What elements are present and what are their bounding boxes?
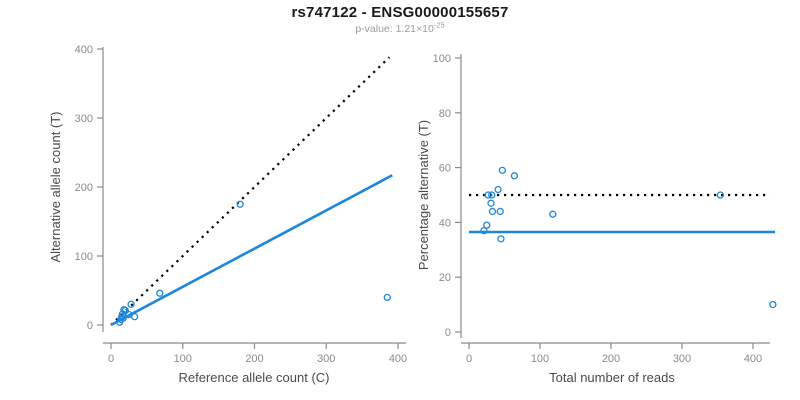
data-point — [494, 185, 502, 194]
data-point — [487, 199, 495, 207]
page-title: rs747122 - ENSG00000155657 — [291, 4, 509, 21]
x-tick-label: 200 — [245, 353, 263, 365]
x-axis-title: Total number of reads — [549, 370, 675, 385]
figure-header: rs747122 - ENSG00000155657 p-value: 1.21… — [0, 4, 800, 35]
data-point — [131, 313, 139, 321]
p-value-subtitle: p-value: 1.21×10-25 — [0, 20, 800, 35]
data-point — [480, 226, 488, 235]
data-point — [383, 293, 391, 302]
x-axis-title: Reference allele count (C) — [178, 370, 329, 385]
x-tick-label: 100 — [531, 353, 549, 365]
x-tick-label: 300 — [673, 353, 691, 365]
data-point — [119, 314, 127, 322]
data-point — [121, 306, 129, 315]
identity-line — [110, 56, 391, 326]
allele-counts-scatter: 0 100 200 300 400 0 100 200 300 400 Reference alle… — [48, 44, 407, 385]
y-tick-label: 20 — [439, 272, 451, 284]
data-point — [483, 221, 491, 229]
y-tick-label: 80 — [439, 108, 451, 120]
p-value-exponent: -25 — [433, 20, 445, 30]
x-tick-label: 0 — [466, 353, 472, 365]
x-tick-label: 300 — [317, 353, 335, 365]
y-axis-title: Alternative allele count (T) — [48, 111, 63, 262]
x-tick-label: 400 — [389, 353, 407, 365]
data-point — [498, 166, 507, 174]
data-point — [127, 300, 135, 308]
data-point — [488, 191, 496, 199]
x-tick-label: 200 — [602, 353, 620, 365]
data-point — [716, 191, 724, 199]
y-tick-label: 200 — [75, 182, 93, 194]
data-point — [549, 210, 557, 218]
y-tick-label: 100 — [75, 251, 93, 263]
data-point — [769, 300, 777, 309]
y-tick-label: 400 — [75, 44, 93, 56]
data-point — [496, 207, 504, 216]
y-axis-title: Percentage alternative (T) — [416, 120, 431, 270]
x-tick-label: 100 — [174, 353, 192, 365]
y-tick-label: 100 — [433, 53, 451, 65]
x-tick-label: 0 — [108, 353, 114, 365]
fit-line — [110, 174, 393, 327]
y-tick-label: 40 — [439, 217, 451, 229]
y-tick-label: 300 — [75, 113, 93, 125]
data-point — [484, 191, 492, 199]
y-tick-label: 0 — [87, 320, 93, 332]
y-tick-label: 0 — [445, 327, 451, 339]
y-tick-label: 60 — [439, 163, 451, 175]
data-point — [497, 235, 505, 243]
p-value-text: p-value: 1.21×10 — [355, 23, 434, 35]
data-point — [488, 207, 497, 216]
x-tick-label: 400 — [744, 353, 762, 365]
data-point — [236, 200, 244, 208]
data-point — [156, 289, 164, 297]
data-point — [510, 172, 519, 180]
